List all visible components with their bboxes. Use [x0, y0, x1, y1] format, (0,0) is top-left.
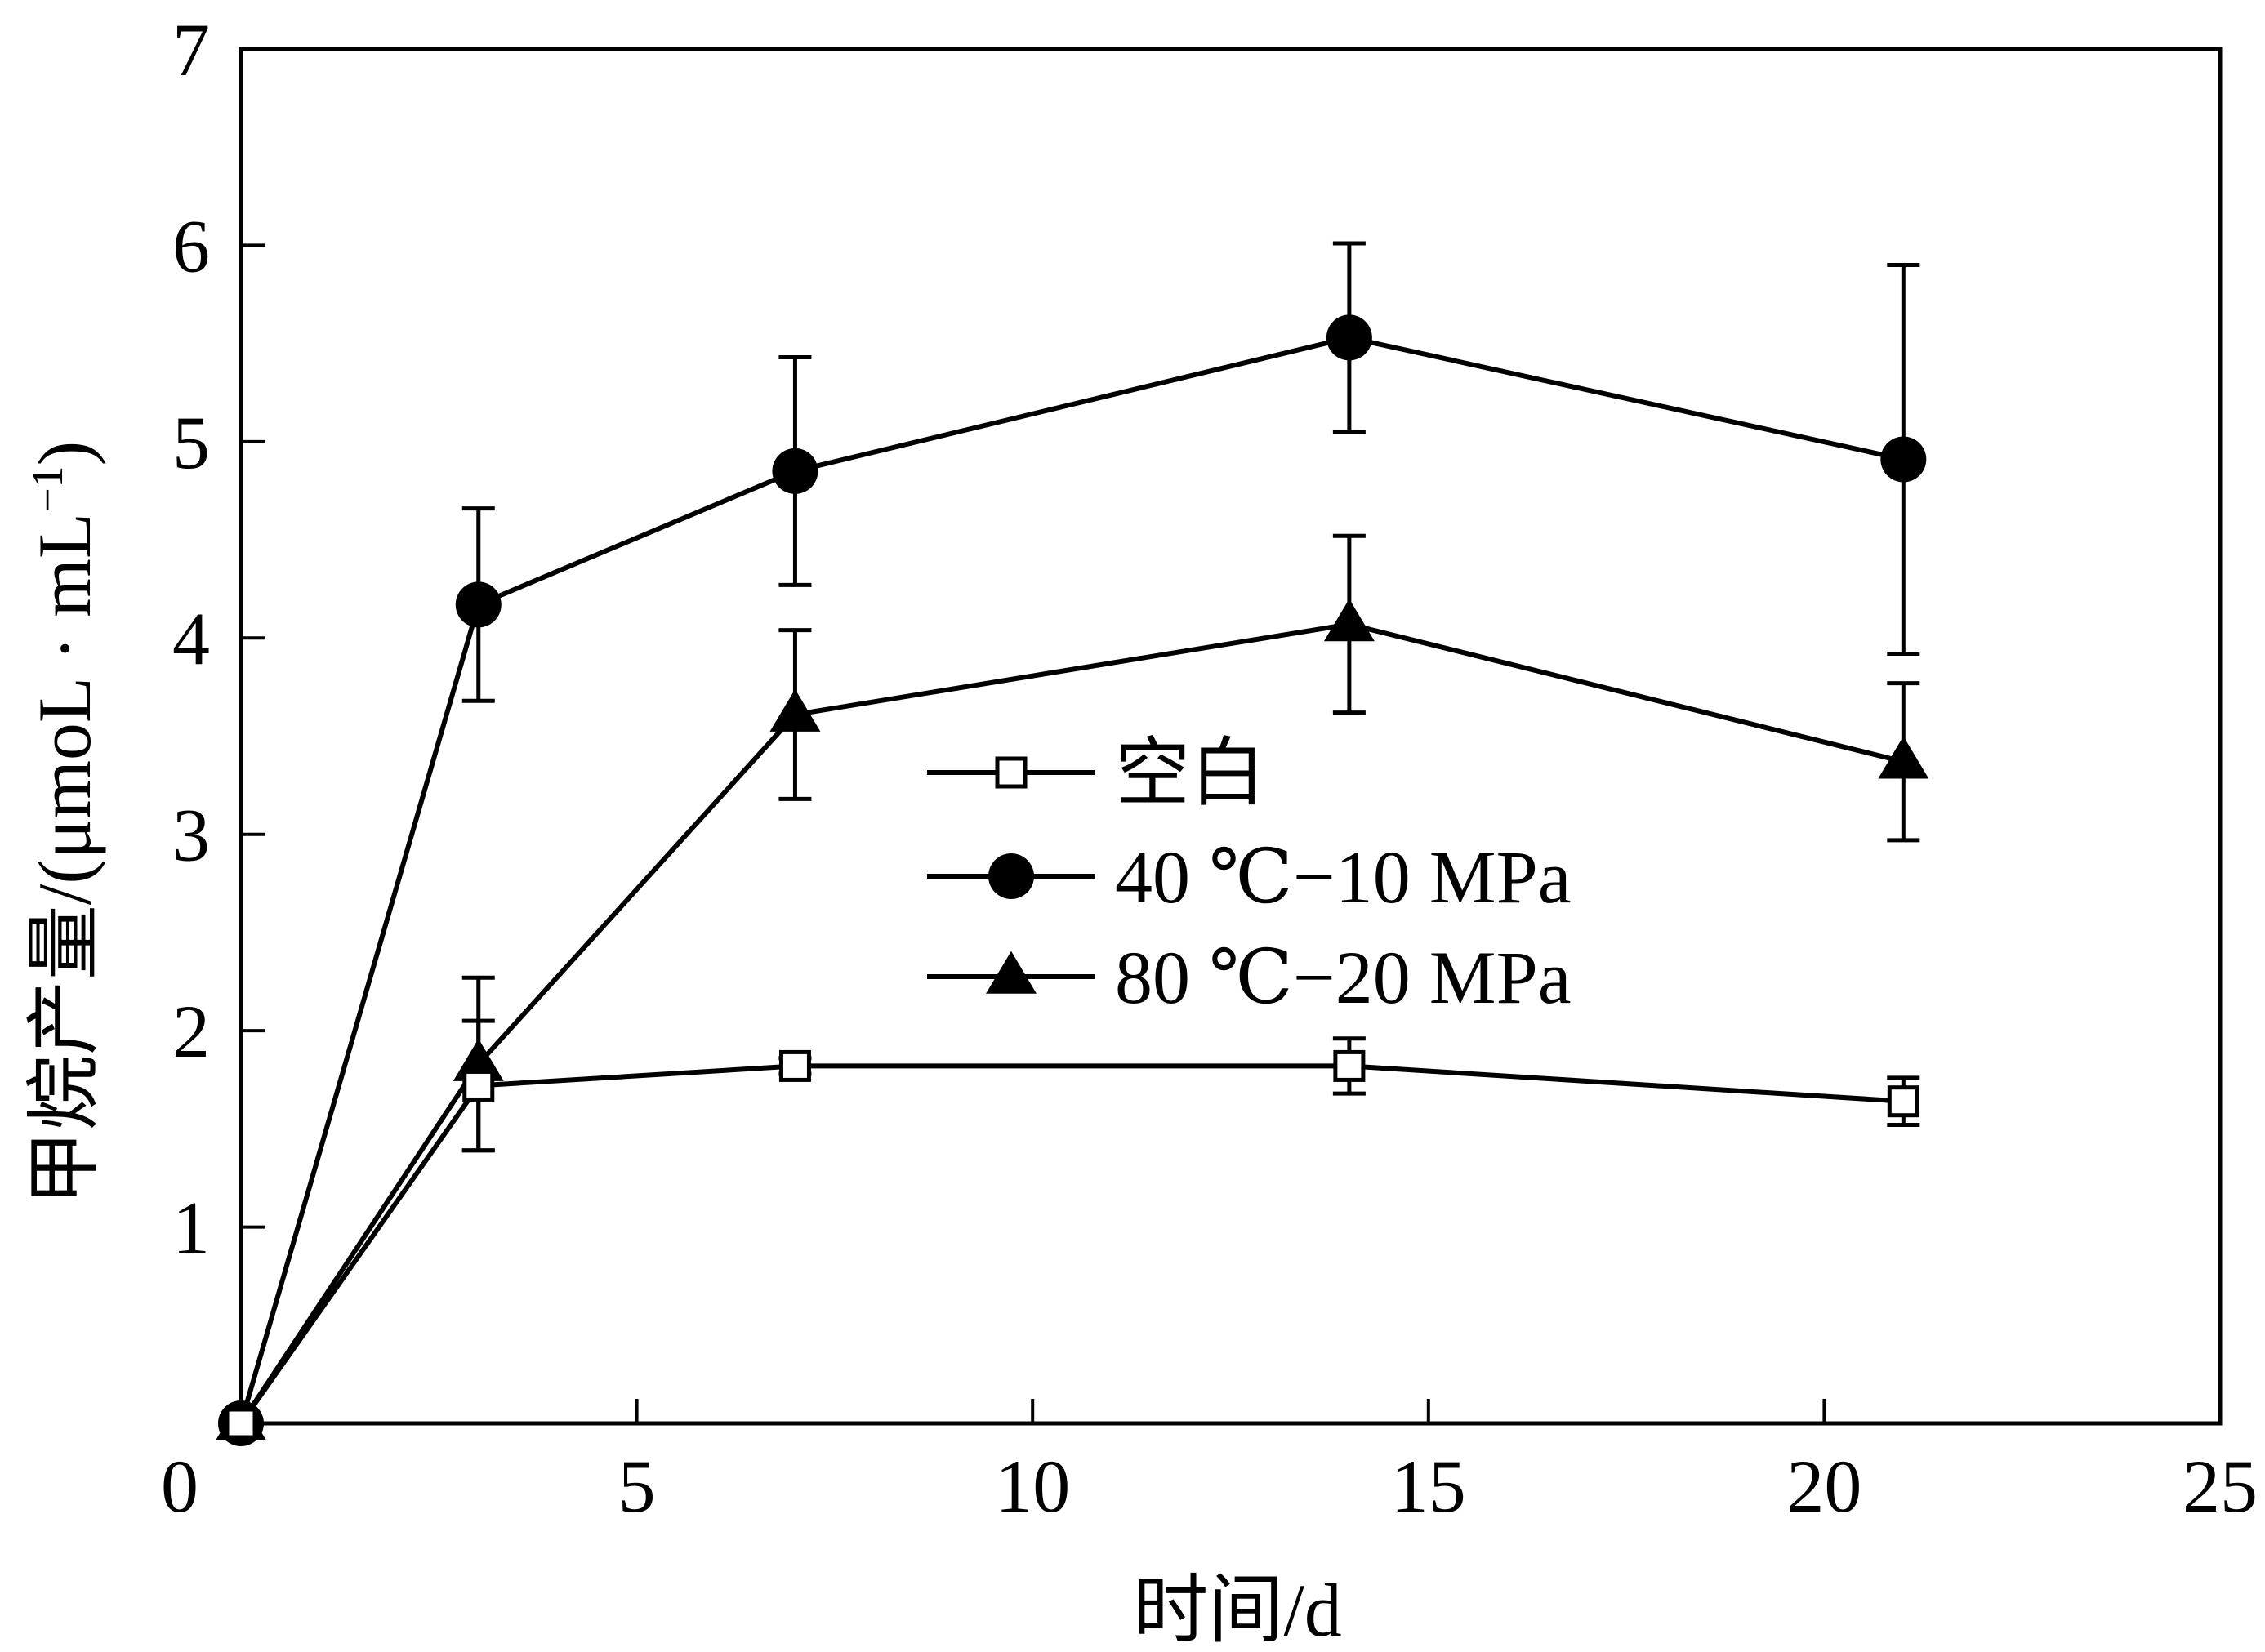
y-tick-label: 2 [172, 990, 210, 1073]
circle-marker [455, 581, 502, 628]
legend-label: 40 ℃−10 MPa [1115, 835, 1572, 919]
triangle-marker [769, 688, 821, 732]
circle-marker [988, 853, 1034, 899]
circle-marker [772, 448, 818, 494]
series-line [239, 1063, 1904, 1425]
square-marker [995, 756, 1028, 789]
legend-label: 空白 [1115, 732, 1265, 815]
square-marker [1333, 1049, 1366, 1082]
x-tick-label: 0 [161, 1445, 198, 1528]
x-tick-label: 20 [1786, 1445, 1861, 1528]
legend-label: 80 ℃−20 MPa [1115, 936, 1572, 1019]
triangle-marker [1878, 736, 1929, 779]
axes [239, 47, 2223, 1426]
y-tick-label: 3 [172, 794, 210, 877]
legend-item-1: 空白 [927, 732, 1265, 815]
y-tick-label: 1 [172, 1187, 210, 1270]
x-tick-label: 15 [1391, 1445, 1466, 1528]
x-tick-label: 25 [2183, 1445, 2258, 1528]
ticks: 0 5 10 15 20 25 1 2 3 4 5 6 7 [161, 8, 2258, 1528]
square-marker [1887, 1085, 1919, 1118]
circle-marker [1326, 314, 1372, 361]
circle-marker [1880, 436, 1927, 483]
series-line [239, 335, 1904, 1424]
y-axis-title-close: ) [23, 441, 106, 466]
series-2 [218, 241, 1927, 1446]
plot-frame [239, 47, 2223, 1426]
square-marker [462, 1069, 495, 1102]
y-axis-title: 甲烷产量/(μmoL · mL−1) [23, 441, 106, 1205]
legend: 空白 40 ℃−10 MPa 80 ℃−20 MPa [927, 732, 1572, 1019]
y-axis-title-main: 甲烷产量/(μmoL · mL [23, 513, 106, 1205]
square-marker [225, 1407, 257, 1440]
series-3 [216, 533, 1929, 1440]
y-axis-title-sup: −1 [23, 465, 72, 512]
x-axis-title: 时间/d [1133, 1569, 1342, 1648]
y-tick-label: 7 [172, 8, 210, 91]
legend-item-3: 80 ℃−20 MPa [927, 936, 1572, 1019]
series-group [216, 241, 1929, 1446]
triangle-marker [986, 951, 1037, 994]
x-tick-label: 10 [995, 1445, 1070, 1528]
triangle-marker [1323, 599, 1375, 642]
series-line [239, 621, 1905, 1425]
legend-item-2: 40 ℃−10 MPa [927, 835, 1572, 919]
x-tick-label: 5 [618, 1445, 656, 1528]
y-tick-label: 4 [172, 597, 210, 680]
y-tick-label: 6 [172, 204, 210, 287]
square-marker [778, 1049, 811, 1082]
y-tick-label: 5 [172, 401, 210, 484]
series-1 [225, 1018, 1920, 1440]
